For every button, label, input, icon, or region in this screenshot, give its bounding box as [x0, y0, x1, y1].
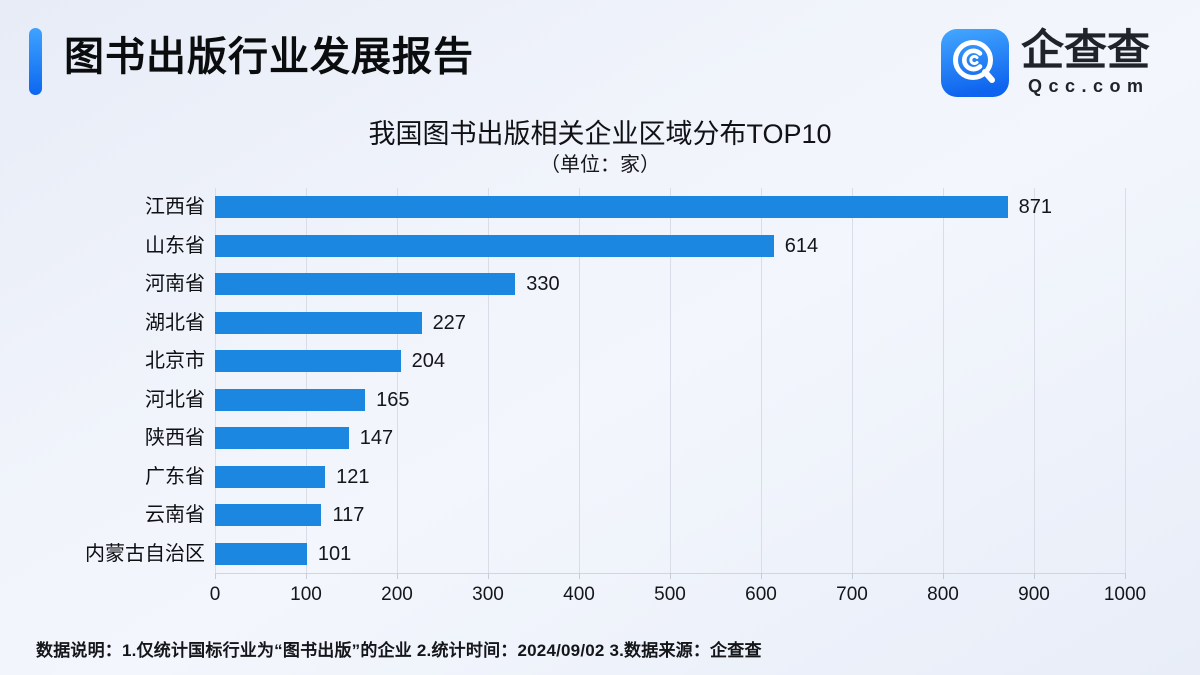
chart-subtitle: （单位：家）	[540, 154, 660, 176]
bar-value-label: 227	[432, 311, 466, 334]
y-axis-category-label: 河北省	[145, 388, 205, 411]
x-gridline	[760, 188, 762, 573]
x-axis-tick	[942, 573, 944, 579]
y-axis-category-label: 北京市	[145, 350, 205, 372]
x-axis-tick-label: 700	[836, 584, 868, 605]
bar-value-label: 147	[359, 427, 394, 449]
bar-value-label: 614	[784, 234, 819, 257]
x-gridline	[305, 188, 307, 573]
chart-title: 我国图书出版相关企业区域分布TOP10	[368, 119, 832, 149]
y-axis-category-label: 云南省	[145, 504, 205, 526]
report-title: 图书出版行业发展报告	[64, 35, 474, 79]
y-axis-category-label: 山东省	[145, 234, 205, 257]
qcc-logo-domain: Qcc.com	[1027, 76, 1150, 97]
x-axis-tick-label: 0	[209, 584, 221, 605]
bar-value-label: 330	[526, 273, 560, 295]
y-axis-category-label: 河南省	[145, 273, 205, 295]
x-axis-tick	[669, 573, 671, 579]
y-axis-category-label: 江西省	[145, 196, 205, 218]
y-axis-labels: 江西省山东省河南省湖北省北京市河北省陕西省广东省云南省内蒙古自治区	[30, 188, 205, 573]
x-axis-tick-label: 300	[472, 584, 504, 605]
x-gridline	[1033, 188, 1035, 573]
y-axis-category-label: 内蒙古自治区	[85, 542, 205, 565]
chart-bar	[215, 388, 366, 411]
x-axis-tick-label: 800	[927, 584, 959, 605]
x-axis-tick-label: 100	[290, 584, 322, 605]
bar-value-label: 121	[336, 465, 370, 488]
chart-bar	[215, 542, 307, 565]
x-axis-tick	[851, 573, 853, 579]
chart-bar	[215, 504, 322, 527]
bar-value-label: 204	[411, 350, 445, 372]
chart-bar	[215, 196, 1008, 219]
x-axis-tick	[760, 573, 762, 579]
x-axis-tick	[214, 573, 216, 579]
bar-value-label: 871	[1018, 196, 1052, 218]
y-axis-category-label: 湖北省	[145, 311, 205, 334]
chart-bar	[215, 234, 774, 257]
y-axis-category-label: 陕西省	[145, 427, 205, 449]
x-axis-tick	[487, 573, 489, 579]
bar-value-label: 165	[376, 388, 410, 411]
qcc-logo-text: 企查查 Qcc.com	[1021, 26, 1150, 97]
x-axis-tick-label: 1000	[1103, 584, 1147, 605]
x-gridline	[578, 188, 580, 573]
chart-bar	[215, 311, 422, 334]
x-axis-tick	[305, 573, 307, 579]
header-accent-bar	[29, 28, 42, 95]
x-gridline	[851, 188, 853, 573]
x-axis-tick	[1124, 573, 1126, 579]
y-axis-category-label: 广东省	[145, 465, 205, 488]
chart-bar	[215, 273, 516, 296]
x-gridline	[942, 188, 944, 573]
x-axis-tick-label: 200	[381, 584, 413, 605]
x-gridline	[669, 188, 671, 573]
plot-area: 871 614 330 227 204 165 147 121 117 101	[214, 188, 1126, 579]
x-axis-tick	[578, 573, 580, 579]
bar-value-label: 101	[317, 542, 352, 565]
chart-bar	[215, 350, 401, 373]
footnote: 数据说明：1.仅统计国标行业为“图书出版”的企业 2.统计时间：2024/09/…	[36, 641, 762, 660]
x-axis-tick-label: 600	[745, 584, 777, 605]
x-axis-tick-label: 500	[654, 584, 686, 605]
x-gridline	[214, 188, 216, 573]
x-axis-tick	[1033, 573, 1035, 579]
x-axis-tick-label: 900	[1018, 584, 1050, 605]
chart-bar	[215, 427, 349, 450]
qcc-magnifier-icon	[940, 28, 1010, 98]
qcc-logo: 企查查 Qcc.com	[940, 28, 1150, 98]
x-axis-tick	[396, 573, 398, 579]
x-gridline	[396, 188, 398, 573]
chart-bar	[215, 465, 326, 488]
x-axis-tick-label: 400	[563, 584, 595, 605]
bar-value-label: 117	[332, 504, 365, 526]
qcc-logo-name: 企查查	[1021, 26, 1150, 75]
x-gridline	[1124, 188, 1126, 573]
x-gridline	[487, 188, 489, 573]
x-axis-labels: 0 100 200 300 400 500 600 700 800 900 1000	[210, 584, 1146, 608]
